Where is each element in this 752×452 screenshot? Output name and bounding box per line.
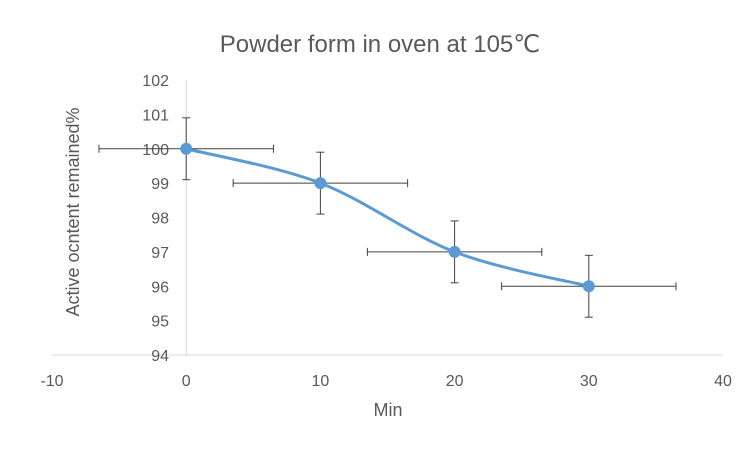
- data-point: [448, 245, 461, 258]
- y-tick-label: 94: [151, 348, 169, 365]
- x-tick-label: 0: [182, 373, 191, 390]
- y-tick-label: 100: [142, 142, 169, 159]
- y-tick-label: 97: [151, 245, 169, 262]
- data-point: [180, 142, 193, 155]
- y-tick-label: 98: [151, 211, 169, 228]
- y-axis-label: Active ocntent remained%: [63, 107, 83, 316]
- x-axis-label: Min: [373, 400, 402, 420]
- data-point: [582, 280, 595, 293]
- x-tick-label: 20: [446, 373, 464, 390]
- y-tick-label: 96: [151, 279, 169, 296]
- y-tick-label: 101: [142, 107, 169, 124]
- x-tick-label: 40: [714, 373, 732, 390]
- x-tick-label: 10: [312, 373, 330, 390]
- chart-title: Powder form in oven at 105℃: [220, 31, 540, 58]
- data-points: [180, 142, 595, 293]
- data-point: [314, 177, 327, 190]
- series-line: [184, 147, 591, 288]
- y-tick-label: 102: [142, 73, 169, 90]
- series-line-group: [184, 147, 591, 288]
- x-tick-label: 30: [580, 373, 598, 390]
- tick-labels: -10 0 10 20 30 40 94 95 96 97 98 99 100 101 102: [40, 73, 732, 390]
- x-tick-label: -10: [40, 373, 63, 390]
- y-tick-label: 99: [151, 176, 169, 193]
- y-tick-label: 95: [151, 314, 169, 331]
